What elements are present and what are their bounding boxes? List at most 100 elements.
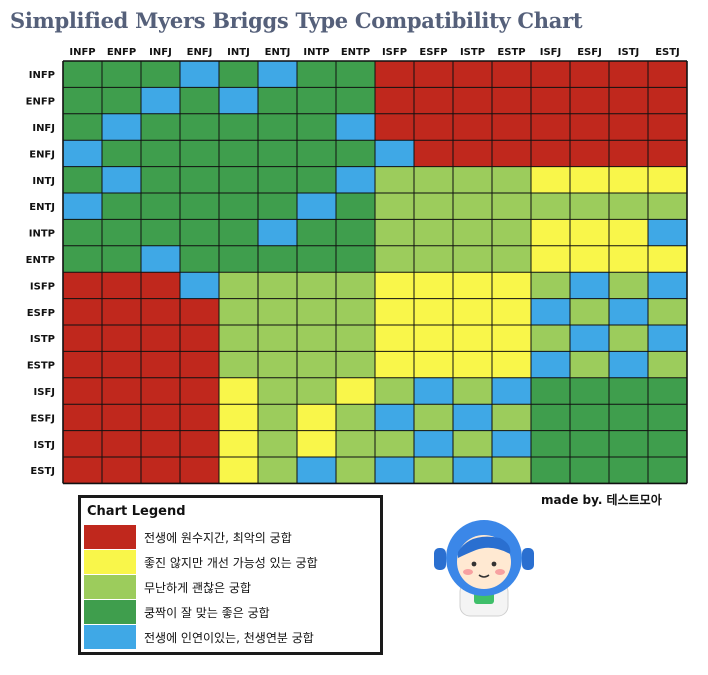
cell-istp-isfj (531, 325, 570, 352)
cell-isfp-enfj (180, 272, 219, 299)
cell-infj-istj (609, 113, 648, 141)
cell-esfp-isfj (531, 298, 570, 325)
row-label-entj: ENTJ (29, 202, 55, 213)
cell-enfj-infj (141, 140, 180, 167)
row-label-esfp: ESFP (27, 308, 55, 319)
astronaut-mascot-icon (434, 520, 534, 617)
column-label-entp: ENTP (341, 47, 370, 58)
cell-enfp-istp (453, 87, 492, 114)
column-label-istp: ISTP (460, 47, 485, 58)
cell-infj-intp (297, 113, 336, 141)
cell-istj-entj (258, 430, 297, 457)
cell-intj-entj (258, 166, 297, 193)
column-label-istj: ISTJ (618, 47, 639, 58)
row-label-enfj: ENFJ (29, 149, 55, 160)
cell-infp-intp (297, 61, 336, 88)
cell-istj-estj (648, 430, 687, 457)
cell-istj-infj (141, 430, 180, 457)
cell-isfp-isfj (531, 272, 570, 299)
cell-esfj-isfj (531, 404, 570, 431)
cell-esfj-infj (141, 404, 180, 431)
cell-esfp-entp (336, 298, 375, 325)
cell-infp-infj (141, 61, 180, 88)
column-label-infj: INFJ (149, 47, 172, 58)
cell-intp-estp (492, 219, 531, 246)
cell-entp-esfj (570, 245, 609, 273)
cell-istp-istp (453, 325, 492, 352)
cell-intj-infj (141, 166, 180, 193)
cell-estj-estp (492, 457, 531, 484)
cell-estp-entj (258, 351, 297, 378)
cell-esfp-infp (63, 298, 102, 325)
mascot-right-ear (522, 548, 534, 570)
cell-estp-esfj (570, 351, 609, 378)
cell-estp-enfj (180, 351, 219, 378)
cell-estp-istp (453, 351, 492, 378)
cell-isfj-enfj (180, 377, 219, 405)
cell-isfj-isfj (531, 377, 570, 405)
cell-esfj-enfj (180, 404, 219, 431)
cell-istj-enfj (180, 430, 219, 457)
cell-esfp-estj (648, 298, 687, 325)
cell-estj-isfp (375, 457, 414, 484)
cell-entp-entp (336, 245, 375, 273)
legend-label: 무난하게 괜찮은 궁합 (144, 581, 251, 595)
cell-enfp-infp (63, 87, 102, 114)
cell-intp-esfp (414, 219, 453, 246)
cell-estj-intp (297, 457, 336, 484)
cell-infp-entp (336, 61, 375, 88)
cell-esfp-istp (453, 298, 492, 325)
row-label-estj: ESTJ (30, 466, 55, 477)
cell-intj-istj (609, 166, 648, 193)
cell-infp-enfj (180, 61, 219, 88)
cell-enfj-istp (453, 140, 492, 167)
cell-estj-infj (141, 457, 180, 484)
cell-intj-entp (336, 166, 375, 193)
cell-istj-estp (492, 430, 531, 457)
cell-intp-infp (63, 219, 102, 246)
cell-intj-enfj (180, 166, 219, 193)
cell-intj-enfp (102, 166, 141, 193)
cell-entj-isfp (375, 193, 414, 220)
cell-intp-intj (219, 219, 258, 246)
cell-estj-esfp (414, 457, 453, 484)
cell-entp-isfp (375, 245, 414, 273)
cell-esfp-isfp (375, 298, 414, 325)
cell-istp-esfp (414, 325, 453, 352)
cell-esfp-intj (219, 298, 258, 325)
cell-estj-isfj (531, 457, 570, 484)
cell-istp-esfj (570, 325, 609, 352)
cell-enfj-estp (492, 140, 531, 167)
cell-istj-esfj (570, 430, 609, 457)
row-label-isfp: ISFP (30, 281, 55, 292)
cell-istj-esfp (414, 430, 453, 457)
cell-enfp-estj (648, 87, 687, 114)
cell-isfp-esfj (570, 272, 609, 299)
cell-infp-isfj (531, 61, 570, 88)
column-label-esfj: ESFJ (577, 47, 602, 58)
cell-entp-infp (63, 245, 102, 273)
cell-esfp-esfp (414, 298, 453, 325)
cell-enfj-istj (609, 140, 648, 167)
cell-entp-estp (492, 245, 531, 273)
cell-infp-istj (609, 61, 648, 88)
cell-infp-istp (453, 61, 492, 88)
cell-esfj-infp (63, 404, 102, 431)
cell-esfp-intp (297, 298, 336, 325)
cell-esfj-esfp (414, 404, 453, 431)
row-label-esfj: ESFJ (30, 413, 55, 424)
row-label-infp: INFP (29, 70, 55, 81)
cell-infp-infp (63, 61, 102, 88)
legend-swatch-green (84, 600, 136, 624)
cell-isfj-entj (258, 377, 297, 405)
legend-item-perfect: 전생에 인연이있는, 천생연분 궁합 (84, 625, 379, 650)
cell-enfp-intj (219, 87, 258, 114)
cell-intp-istj (609, 219, 648, 246)
cell-estp-infp (63, 351, 102, 378)
cell-estj-intj (219, 457, 258, 484)
cell-estj-esfj (570, 457, 609, 484)
cell-enfj-infp (63, 140, 102, 167)
cell-intp-esfj (570, 219, 609, 246)
cell-enfp-entp (336, 87, 375, 114)
cell-isfp-entj (258, 272, 297, 299)
